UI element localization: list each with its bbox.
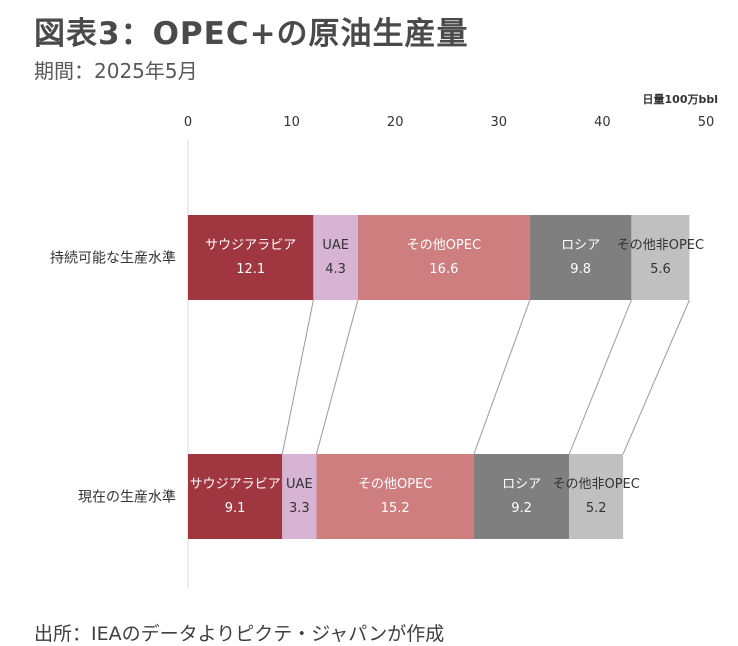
segment-name-label: UAE (286, 477, 313, 492)
category-label: 持続可能な生産水準 (50, 250, 176, 267)
segment-value-label: 16.6 (429, 262, 458, 277)
segment-value-label: 12.1 (236, 262, 265, 277)
segment-name-label: サウジアラビア (190, 477, 281, 492)
chart-subtitle: 期間：2025年5月 (34, 59, 198, 83)
source-note: 出所：IEAのデータよりピクテ・ジャパンが作成 (34, 623, 445, 645)
bar-segment (357, 215, 530, 300)
chart-title: 図表3：OPEC+の原油生産量 (34, 16, 469, 52)
x-tick-label: 30 (491, 115, 508, 130)
unit-label: 日量100万bbl (643, 93, 718, 106)
x-tick-label: 20 (387, 115, 404, 130)
segment-value-label: 3.3 (289, 501, 310, 516)
segment-name-label: サウジアラビア (205, 238, 296, 253)
bar-segment (188, 215, 314, 300)
segment-name-label: その他OPEC (407, 238, 481, 253)
segment-name-label: ロシア (561, 238, 600, 253)
connector-line (622, 299, 690, 455)
bar-series: サウジアラビア 12.1 UAE 4.3 その他OPEC 16.6 ロシア 9.8 その他非OP… (188, 215, 704, 539)
segment-value-label: 4.3 (325, 262, 346, 277)
bar-segment (313, 215, 358, 300)
segment-value-label: 15.2 (381, 501, 410, 516)
segment-name-label: その他OPEC (358, 477, 432, 492)
segment-value-label: 9.8 (570, 262, 591, 277)
connector-lines (281, 299, 690, 455)
bar-segment (188, 454, 283, 539)
category-label: 現在の生産水準 (78, 490, 176, 506)
segment-value-label: 5.6 (650, 262, 671, 277)
bar-segment (529, 215, 632, 300)
bar-segment (316, 454, 474, 539)
segment-name-label: その他非OPEC (617, 238, 704, 253)
bar-segment (473, 454, 570, 539)
x-tick-label: 40 (594, 115, 611, 130)
segment-name-label: UAE (322, 238, 349, 253)
segment-value-label: 9.1 (225, 501, 246, 516)
connector-line (281, 299, 314, 455)
connector-line (473, 299, 531, 455)
segment-name-label: ロシア (502, 477, 541, 492)
bar-segment (569, 454, 624, 539)
x-tick-label: 10 (283, 115, 300, 130)
segment-name-label: その他非OPEC (552, 477, 639, 492)
x-tick-label: 0 (184, 115, 192, 130)
bar-segment (631, 215, 690, 300)
segment-value-label: 9.2 (511, 501, 532, 516)
segment-value-label: 5.2 (586, 501, 607, 516)
x-tick-label: 50 (698, 115, 715, 130)
connector-line (315, 299, 359, 455)
bar-segment (282, 454, 317, 539)
connector-line (568, 299, 632, 455)
